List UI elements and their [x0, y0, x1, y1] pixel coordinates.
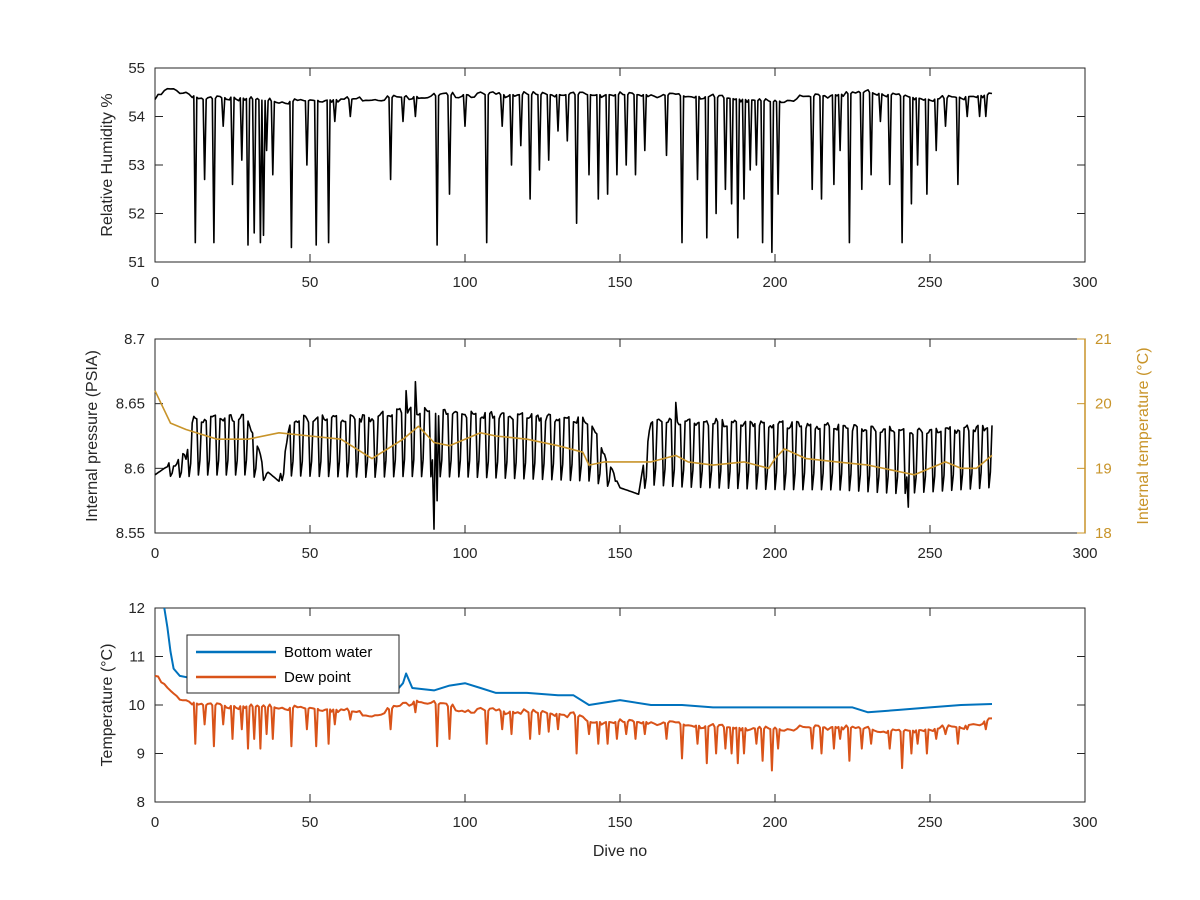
y-right-tick-label: 20 — [1095, 396, 1112, 413]
x-tick-label: 150 — [607, 814, 632, 831]
y-tick-label: 8.7 — [124, 331, 145, 348]
humidity-ticks: 0 50 100 150 200 250 300 51 52 53 54 55 — [128, 60, 1097, 291]
x-tick-label: 250 — [917, 274, 942, 291]
y-tick-label: 9 — [137, 746, 145, 763]
legend: Bottom water Dew point — [186, 634, 400, 694]
x-tick-label: 300 — [1072, 274, 1097, 291]
y-tick-label: 11 — [129, 649, 145, 666]
x-tick-label: 50 — [302, 274, 319, 291]
humidity-lines — [154, 87, 993, 254]
x-tick-label: 300 — [1072, 545, 1097, 562]
x-tick-label: 100 — [452, 545, 477, 562]
x-tick-label: 250 — [917, 545, 942, 562]
x-tick-label: 0 — [151, 545, 159, 562]
x-axis-label: Dive no — [593, 843, 647, 860]
x-tick-label: 250 — [917, 814, 942, 831]
y-right-tick-label: 19 — [1095, 460, 1112, 477]
pressure-ticks: 0 50 100 150 200 250 300 8.55 8.6 8.65 8.7 18 19 20 21 — [116, 331, 1112, 562]
humidity-panel: 0 50 100 150 200 250 300 51 52 53 54 55 Relative Hu… — [99, 60, 1098, 291]
x-tick-label: 50 — [302, 814, 319, 831]
pressure-panel: 0 50 100 150 200 250 300 8.55 8.6 8.65 8.7 18 19 20 21… — [84, 331, 1152, 562]
y-tick-label: 55 — [128, 60, 145, 77]
humidity-y-axis-label: Relative Humidity % — [99, 93, 116, 236]
humidity-plot-frame — [154, 67, 1086, 263]
x-tick-label: 50 — [302, 545, 319, 562]
y-right-tick-label: 21 — [1095, 331, 1112, 348]
y-tick-label: 52 — [128, 206, 145, 223]
x-tick-label: 100 — [452, 814, 477, 831]
x-tick-label: 150 — [607, 545, 632, 562]
x-tick-label: 300 — [1072, 814, 1097, 831]
y-tick-label: 8 — [137, 794, 145, 811]
x-tick-label: 0 — [151, 274, 159, 291]
internal-temperature-y-axis-label: Internal temperature (°C) — [1135, 347, 1152, 524]
y-tick-label: 10 — [128, 697, 145, 714]
temperature-y-axis-label: Temperature (°C) — [99, 644, 116, 767]
y-tick-label: 51 — [128, 254, 145, 271]
legend-box — [186, 634, 400, 694]
x-tick-label: 200 — [762, 814, 787, 831]
pressure-y-axis-label: Internal pressure (PSIA) — [84, 350, 101, 522]
legend-label-bottom-water: Bottom water — [284, 644, 372, 661]
x-tick-label: 100 — [452, 274, 477, 291]
temperature-panel: 0 50 100 150 200 250 300 8 9 10 11 12 Temperature (… — [99, 600, 1098, 860]
x-tick-label: 200 — [762, 545, 787, 562]
x-tick-label: 150 — [607, 274, 632, 291]
series-line-0-0 — [154, 87, 993, 254]
y-right-tick-label: 18 — [1095, 525, 1112, 542]
legend-label-dew-point: Dew point — [284, 669, 352, 686]
temperature-ticks: 0 50 100 150 200 250 300 8 9 10 11 12 — [128, 600, 1097, 831]
pressure-lines — [154, 380, 993, 530]
y-tick-label: 8.55 — [116, 525, 145, 542]
series-line-2-1 — [154, 674, 992, 772]
series-line-1-1 — [154, 390, 993, 476]
y-tick-label: 8.6 — [124, 460, 145, 477]
series-line-1-0 — [154, 380, 993, 530]
x-tick-label: 200 — [762, 274, 787, 291]
y-tick-label: 8.65 — [116, 396, 145, 413]
x-tick-label: 0 — [151, 814, 159, 831]
y-tick-label: 53 — [128, 157, 145, 174]
y-tick-label: 12 — [128, 600, 145, 617]
y-tick-label: 54 — [128, 109, 145, 126]
